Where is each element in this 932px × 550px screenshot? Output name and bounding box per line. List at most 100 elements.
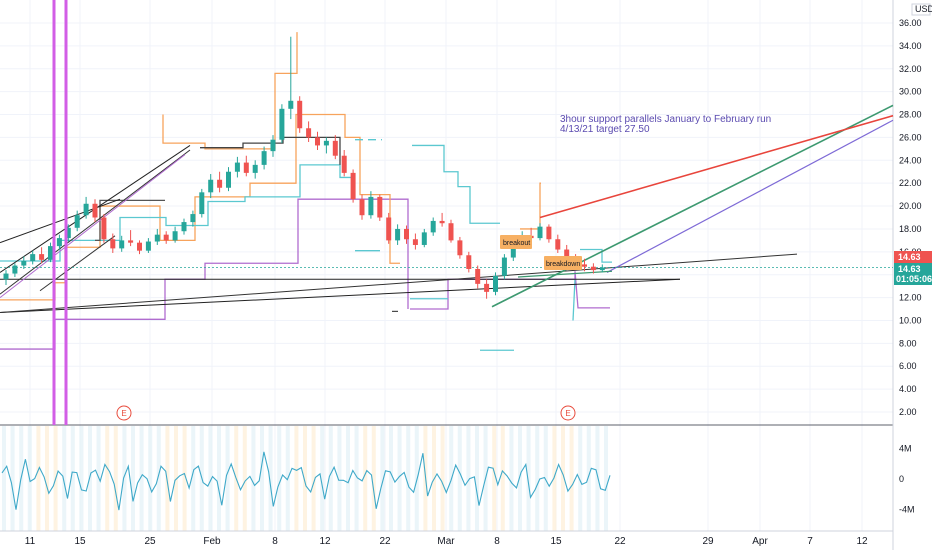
candle-body[interactable] — [93, 204, 98, 218]
candle-body[interactable] — [288, 101, 293, 109]
svg-text:breakout: breakout — [503, 240, 530, 247]
time-tick-label: 29 — [702, 536, 714, 547]
candle-body[interactable] — [190, 214, 195, 222]
candle-body[interactable] — [333, 141, 338, 156]
candle-body[interactable] — [351, 173, 356, 199]
candle-body[interactable] — [110, 239, 115, 248]
candle-body[interactable] — [12, 266, 17, 274]
volume-stripe — [2, 426, 6, 531]
last-price-tag-red: 14.63 — [894, 251, 932, 263]
candle-body[interactable] — [208, 180, 213, 193]
candle-body[interactable] — [538, 227, 543, 238]
volume-stripe — [458, 426, 462, 531]
candle-body[interactable] — [546, 227, 551, 240]
candle-body[interactable] — [84, 204, 89, 215]
candle-body[interactable] — [475, 269, 480, 284]
candle-body[interactable] — [39, 254, 44, 260]
time-tick-label: Apr — [752, 536, 768, 547]
volume-stripe — [389, 426, 393, 531]
candle-body[interactable] — [235, 163, 240, 172]
oscillator-tick-label: -4M — [899, 504, 915, 514]
candle-body[interactable] — [422, 232, 427, 245]
svg-text:breakdown: breakdown — [546, 261, 580, 268]
candle-body[interactable] — [253, 165, 258, 173]
candle-body[interactable] — [440, 221, 445, 223]
earnings-marker[interactable]: E — [117, 406, 131, 420]
candle-body[interactable] — [324, 141, 329, 146]
candle-body[interactable] — [182, 222, 187, 231]
candle-body[interactable] — [48, 246, 53, 260]
candle-body[interactable] — [146, 242, 151, 251]
candle-body[interactable] — [591, 267, 596, 270]
volume-stripe — [441, 426, 445, 531]
price-tick-label: 12.00 — [899, 293, 922, 303]
price-tick-label: 2.00 — [899, 407, 917, 417]
time-tick-label: 7 — [807, 536, 813, 547]
candle-body[interactable] — [101, 218, 106, 240]
candle-body[interactable] — [271, 140, 276, 151]
time-tick-label: 22 — [614, 536, 626, 547]
price-tick-label: 32.00 — [899, 64, 922, 74]
price-tick-label: 6.00 — [899, 361, 917, 371]
earnings-marker[interactable]: E — [561, 406, 575, 420]
candle-body[interactable] — [431, 221, 436, 232]
candle-body[interactable] — [502, 258, 507, 276]
candle-body[interactable] — [75, 215, 80, 228]
price-tick-label: 4.00 — [899, 384, 917, 394]
time-tick-label: 8 — [494, 536, 500, 547]
candle-body[interactable] — [217, 180, 222, 188]
time-tick-label: 22 — [379, 536, 391, 547]
price-tick-label: 24.00 — [899, 155, 922, 165]
breakout-label: breakout — [500, 235, 532, 249]
candle-body[interactable] — [395, 229, 400, 240]
candle-body[interactable] — [164, 235, 169, 241]
candle-body[interactable] — [466, 255, 471, 269]
candle-body[interactable] — [493, 276, 498, 292]
candle-body[interactable] — [199, 192, 204, 214]
oscillator-tick-label: 0 — [899, 474, 904, 484]
volume-stripe — [251, 426, 255, 531]
candle-body[interactable] — [484, 284, 489, 292]
price-tick-label: 30.00 — [899, 87, 922, 97]
candle-body[interactable] — [386, 218, 391, 241]
candle-body[interactable] — [297, 101, 302, 128]
candle-body[interactable] — [57, 238, 62, 246]
candle-body[interactable] — [30, 254, 35, 261]
volume-stripe — [406, 426, 410, 531]
candle-body[interactable] — [600, 267, 605, 270]
candle-body[interactable] — [119, 240, 124, 248]
candle-body[interactable] — [155, 235, 160, 242]
time-tick-label: 12 — [856, 536, 868, 547]
candle-body[interactable] — [244, 163, 249, 173]
candle-body[interactable] — [226, 172, 231, 188]
candle-body[interactable] — [555, 239, 560, 249]
candle-body[interactable] — [368, 197, 373, 215]
volume-stripe — [544, 426, 548, 531]
svg-text:14.63: 14.63 — [898, 264, 921, 274]
volume-stripe — [552, 426, 556, 531]
candle-body[interactable] — [279, 109, 284, 140]
price-tick-label: 10.00 — [899, 315, 922, 325]
candle-body[interactable] — [449, 223, 454, 240]
breakdown-label: breakdown — [544, 256, 582, 270]
time-tick-label: Mar — [437, 536, 455, 547]
candle-body[interactable] — [4, 274, 9, 280]
candle-body[interactable] — [457, 240, 462, 255]
candle-body[interactable] — [173, 231, 178, 240]
candle-body[interactable] — [21, 261, 26, 266]
candle-body[interactable] — [404, 229, 409, 239]
price-tick-label: 34.00 — [899, 41, 922, 51]
candle-body[interactable] — [262, 151, 267, 165]
candle-body[interactable] — [360, 199, 365, 215]
candle-body[interactable] — [342, 156, 347, 173]
candle-body[interactable] — [306, 128, 311, 137]
candle-body[interactable] — [315, 137, 320, 145]
volume-stripe — [518, 426, 522, 531]
candle-body[interactable] — [377, 197, 382, 218]
candle-body[interactable] — [582, 264, 587, 266]
candle-body[interactable] — [137, 243, 142, 251]
candle-body[interactable] — [128, 240, 133, 242]
volume-stripe — [36, 426, 40, 531]
candle-body[interactable] — [413, 239, 418, 245]
